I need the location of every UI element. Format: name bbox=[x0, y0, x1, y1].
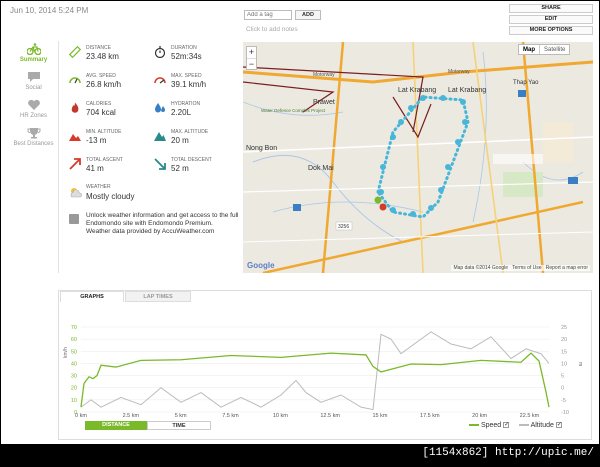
action-buttons: SHARE EDIT MORE OPTIONS bbox=[509, 4, 593, 37]
stat-label: HYDRATION bbox=[171, 101, 201, 107]
stat-value: 2.20L bbox=[171, 108, 192, 117]
altitude-checkbox[interactable]: ✓ bbox=[555, 422, 562, 429]
flame-icon bbox=[71, 102, 79, 113]
speed-checkbox[interactable]: ✓ bbox=[503, 422, 510, 429]
trophy-icon bbox=[27, 128, 40, 139]
graphs-panel bbox=[58, 290, 592, 440]
stat-value: 23.48 km bbox=[86, 52, 119, 61]
premium-text: Unlock weather information and get acces… bbox=[86, 212, 239, 227]
stat-value: 52 m bbox=[171, 164, 189, 173]
satellite-view-button[interactable]: Satellite bbox=[539, 45, 569, 54]
workout-date: Jun 10, 2014 5:24 PM bbox=[10, 6, 89, 15]
weather-source-text: Weather data provided by AccuWeather.com bbox=[86, 228, 215, 235]
nav-social-label: Social bbox=[25, 85, 42, 91]
ascent-icon bbox=[69, 158, 81, 170]
zoom-out-button[interactable]: − bbox=[247, 58, 256, 69]
altitude-legend-label: Altitude bbox=[530, 422, 554, 429]
stat-label: TOTAL DESCENT bbox=[171, 157, 212, 163]
zoom-in-button[interactable]: + bbox=[248, 47, 255, 57]
stat-label: CALORIES bbox=[86, 101, 112, 107]
nav-hr-zones-label: HR Zones bbox=[19, 113, 47, 119]
share-button[interactable]: SHARE bbox=[509, 4, 593, 13]
altitude-legend-swatch bbox=[519, 424, 529, 427]
terms-link[interactable]: Terms of Use bbox=[512, 265, 542, 271]
legend-speed[interactable]: Speed ✓ bbox=[469, 422, 509, 429]
partly-cloudy-icon bbox=[70, 188, 82, 198]
droplet-icon bbox=[155, 103, 165, 113]
stat-label: DURATION bbox=[171, 45, 197, 51]
speedometer-max-icon bbox=[154, 77, 166, 84]
map-canvas[interactable]: Motorway Motorway Lat Krabang Lat Kraban… bbox=[243, 42, 593, 273]
map-copyright: Map data ©2014 Google bbox=[453, 265, 509, 271]
ruler-icon bbox=[69, 46, 81, 58]
image-host-caption: [1154x862] http://upic.me/ bbox=[422, 447, 594, 459]
nav-best-distances[interactable]: Best Distances bbox=[11, 127, 56, 147]
distance-toggle-button[interactable]: DISTANCE bbox=[85, 421, 147, 430]
place-label-nong-bon: Nong Bon bbox=[246, 145, 277, 152]
legend-altitude[interactable]: Altitude ✓ bbox=[519, 422, 562, 429]
speed-legend-swatch bbox=[469, 424, 479, 427]
workout-page: Jun 10, 2014 5:24 PM ADD Click to add no… bbox=[1, 1, 599, 444]
premium-info: Unlock weather information and get acces… bbox=[86, 212, 246, 236]
zoom-controls: + − bbox=[246, 46, 257, 70]
place-label-prawet: Prawet bbox=[313, 99, 335, 106]
map-type-toggle: Map Satellite bbox=[518, 44, 571, 55]
nav-divider bbox=[58, 41, 59, 273]
stat-value: 26.8 km/h bbox=[86, 80, 122, 89]
speedometer-icon bbox=[69, 77, 81, 84]
place-label-thap-yao: Thap Yao bbox=[513, 80, 539, 86]
nav-social[interactable]: Social bbox=[11, 71, 56, 91]
heart-icon bbox=[27, 99, 40, 110]
stat-label: DISTANCE bbox=[86, 45, 111, 51]
report-error-link[interactable]: Report a map error bbox=[545, 265, 588, 271]
stat-label: MAX. ALTITUDE bbox=[171, 129, 209, 135]
place-label-dok-mai: Dok Mai bbox=[308, 165, 334, 172]
weather-label: WEATHER bbox=[86, 184, 111, 190]
stat-label: TOTAL ASCENT bbox=[86, 157, 123, 163]
stat-value: 39.1 km/h bbox=[171, 80, 207, 89]
image-icon bbox=[69, 214, 79, 224]
place-label-lat-krabang-1: Lat Krabang bbox=[398, 87, 436, 94]
nav-best-distances-label: Best Distances bbox=[13, 141, 54, 147]
stat-label: MIN. ALTITUDE bbox=[86, 129, 122, 135]
place-label-motorway-1: Motorway bbox=[313, 72, 335, 78]
nav-summary[interactable]: Summary bbox=[11, 43, 56, 63]
time-toggle-button[interactable]: TIME bbox=[147, 421, 211, 430]
altitude-up-icon bbox=[154, 132, 166, 141]
stat-value: -13 m bbox=[86, 136, 107, 145]
route-map[interactable]: Motorway Motorway Lat Krabang Lat Kraban… bbox=[243, 42, 593, 273]
stat-value: 20 m bbox=[171, 136, 189, 145]
tab-lap-times[interactable]: LAP TIMES bbox=[125, 291, 191, 302]
stat-value: 41 m bbox=[86, 164, 104, 173]
add-notes-link[interactable]: Click to add notes bbox=[246, 26, 298, 33]
nav-summary-label: Summary bbox=[19, 57, 48, 63]
speed-legend-label: Speed bbox=[480, 422, 502, 429]
add-tag-button[interactable]: ADD bbox=[295, 10, 321, 20]
weather-value: Mostly cloudy bbox=[86, 192, 135, 201]
stat-value: 52m:34s bbox=[171, 52, 202, 61]
map-view-button[interactable]: Map bbox=[523, 47, 535, 53]
cyclist-icon bbox=[26, 43, 41, 55]
stopwatch-icon bbox=[154, 46, 166, 58]
descent-icon bbox=[154, 158, 166, 170]
more-options-button[interactable]: MORE OPTIONS bbox=[509, 26, 593, 35]
section-nav: Summary Social HR Zones Best Distances bbox=[11, 43, 56, 155]
google-logo: Google bbox=[247, 261, 275, 270]
nav-hr-zones[interactable]: HR Zones bbox=[11, 99, 56, 119]
stat-label: AVG. SPEED bbox=[86, 73, 116, 79]
stat-value: 704 kcal bbox=[86, 108, 116, 117]
image-host-footer bbox=[0, 444, 600, 467]
place-label-water-defence: Water Defence Complex Project bbox=[261, 108, 326, 113]
place-label-motorway-2: Motorway bbox=[448, 69, 470, 75]
tag-input[interactable] bbox=[244, 10, 292, 20]
map-attribution: Map data ©2014 Google Terms of Use Repor… bbox=[451, 265, 590, 271]
road-label-3256: 3256 bbox=[338, 224, 349, 230]
place-label-lat-krabang-2: Lat Krabang bbox=[448, 87, 486, 94]
edit-button[interactable]: EDIT bbox=[509, 15, 593, 24]
altitude-down-icon bbox=[69, 134, 81, 141]
speech-bubble-icon bbox=[27, 72, 40, 82]
tab-graphs[interactable]: GRAPHS bbox=[60, 291, 124, 302]
stat-label: MAX. SPEED bbox=[171, 73, 202, 79]
